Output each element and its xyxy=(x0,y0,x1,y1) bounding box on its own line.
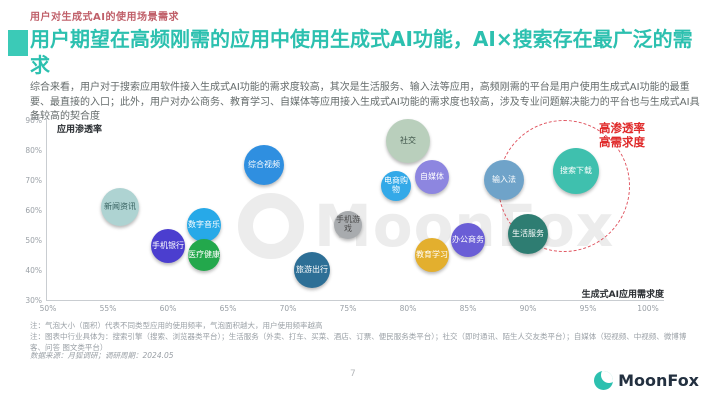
highlight-label-line2: 高需求度 xyxy=(599,135,645,150)
chart-bubble: 生活服务 xyxy=(508,214,548,254)
x-tick: 85% xyxy=(459,304,477,313)
y-tick: 60% xyxy=(25,206,42,215)
data-source: 数据来源：月狐调研；调研周期：2024.05 xyxy=(30,351,174,360)
y-tick: 30% xyxy=(25,296,42,305)
chart-bubble: 综合视频 xyxy=(244,145,284,185)
y-tick: 80% xyxy=(25,146,42,155)
footnotes: 注：气泡大小（面积）代表不同类型应用的使用频率，气泡面积越大，用户使用频率越高 … xyxy=(30,321,690,354)
y-tick: 90% xyxy=(25,116,42,125)
footnote-1: 注：气泡大小（面积）代表不同类型应用的使用频率，气泡面积越大，用户使用频率越高 xyxy=(30,321,323,330)
x-tick: 100% xyxy=(637,304,659,313)
x-tick: 65% xyxy=(219,304,237,313)
y-axis-line xyxy=(46,117,47,301)
x-tick: 60% xyxy=(159,304,177,313)
title-block: 用户期望在高频刚需的应用中使用生成式AI功能，AI×搜索存在最广泛的需求 xyxy=(30,27,702,78)
chart-bubble: 手机游戏 xyxy=(334,211,362,239)
y-axis-label: 应用渗透率 xyxy=(57,125,103,135)
x-tick: 75% xyxy=(339,304,357,313)
x-tick: 80% xyxy=(399,304,417,313)
chart-bubble: 教育学习 xyxy=(415,238,449,272)
x-axis-label: 生成式AI应用需求度 xyxy=(581,290,664,300)
highlight-label: 高渗透率 高需求度 xyxy=(599,121,645,150)
highlight-label-line1: 高渗透率 xyxy=(599,121,645,135)
footer-logo: MoonFox xyxy=(594,371,699,390)
x-tick: 95% xyxy=(579,304,597,313)
y-tick: 40% xyxy=(25,266,42,275)
y-tick: 50% xyxy=(25,236,42,245)
title-accent-bar xyxy=(8,30,28,56)
x-tick: 55% xyxy=(99,304,117,313)
watermark-ring-icon xyxy=(238,193,304,259)
y-tick: 70% xyxy=(25,176,42,185)
chart-bubble: 医疗健康 xyxy=(188,239,220,271)
chart-bubble: 办公商务 xyxy=(451,223,485,257)
footer-logo-text: MoonFox xyxy=(618,371,699,390)
x-tick: 70% xyxy=(279,304,297,313)
chart-bubble: 输入法 xyxy=(484,160,524,200)
moonfox-moon-icon xyxy=(594,371,614,390)
chart-bubble: 电商购物 xyxy=(381,171,411,201)
slide-kicker: 用户对生成式AI的使用场景需求 xyxy=(30,12,179,23)
chart-bubble: 手机银行 xyxy=(151,229,185,263)
x-axis-line xyxy=(46,300,664,301)
summary-paragraph: 综合来看，用户对于搜索应用软件接入生成式AI功能的需求度较高，其次是生活服务、输… xyxy=(30,82,700,122)
chart-bubble: 自媒体 xyxy=(415,160,449,194)
chart-bubble: 数字音乐 xyxy=(187,208,221,242)
footnote-2: 注：图表中行业具体为：搜索引擎（搜索、浏览器类平台）；生活服务（外卖、打车、买菜… xyxy=(30,331,687,352)
x-tick: 90% xyxy=(519,304,537,313)
chart-bubble: 旅游出行 xyxy=(294,252,330,288)
chart-bubble: 搜索下载 xyxy=(553,148,599,194)
x-tick: 50% xyxy=(39,304,57,313)
page-number: 7 xyxy=(350,369,356,379)
chart-bubble: 新闻资讯 xyxy=(101,188,139,226)
page-title: 用户期望在高频刚需的应用中使用生成式AI功能，AI×搜索存在最广泛的需求 xyxy=(30,27,693,77)
chart-bubble: 社交 xyxy=(386,119,430,163)
